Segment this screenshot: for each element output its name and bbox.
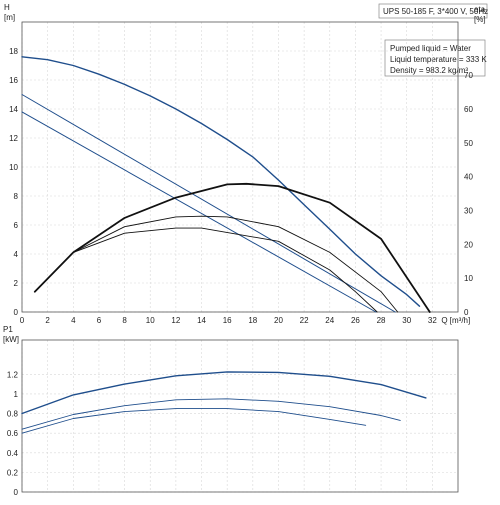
curve-series-6: [34, 227, 378, 313]
head-efficiency-panel: 0 2 4 6 8 10 12 14 16 18 20 22 24 26 28 30 3202468101214…: [4, 3, 486, 325]
pump-model-title: UPS 50-185 F, 3*400 V, 50Hz: [383, 7, 488, 16]
info-pumped-liquid: Pumped liquid = Water: [390, 44, 471, 53]
y-tick-label: 6: [14, 221, 19, 230]
curve-series-3: [21, 111, 377, 313]
x-tick-label: 32: [428, 316, 437, 325]
y2-tick-label: 20: [464, 240, 473, 249]
y-tick-label: 0.6: [7, 429, 19, 438]
x-tick-label: 16: [223, 316, 232, 325]
y-axis-label: [m]: [4, 13, 15, 22]
info-liquid-temperature: Liquid temperature = 333 K: [390, 55, 487, 64]
x-tick-label: 20: [274, 316, 283, 325]
y2-tick-label: 30: [464, 206, 473, 215]
y-axis-label: P1: [3, 325, 13, 334]
y-tick-label: 0.4: [7, 449, 19, 458]
y2-tick-label: 70: [464, 71, 473, 80]
power-series-3: [21, 408, 367, 434]
y-axis-label: H: [4, 3, 10, 12]
power-series-2: [21, 398, 401, 430]
plot-frame: [21, 21, 459, 313]
plot-frame: [21, 339, 459, 493]
x-tick-label: 10: [146, 316, 155, 325]
power-panel: 0 0.2 0.4 0.6 0.8 1 1.2 P1[kW]: [3, 325, 459, 497]
curve-series-1: [21, 56, 421, 307]
x-tick-label: 28: [377, 316, 386, 325]
x-tick-label: 6: [97, 316, 102, 325]
x-tick-label: 30: [402, 316, 411, 325]
y2-tick-label: 40: [464, 173, 473, 182]
x-tick-label: 8: [122, 316, 127, 325]
y2-axis-label: [%]: [474, 15, 486, 24]
x-tick-label: 2: [45, 316, 50, 325]
x-tick-label: 0: [20, 316, 25, 325]
y2-tick-label: 60: [464, 105, 473, 114]
y-tick-label: 18: [9, 47, 18, 56]
y2-tick-label: 0: [464, 308, 469, 317]
header-panel: UPS 50-185 F, 3*400 V, 50Hz Pumped liqui…: [378, 3, 488, 77]
x-tick-label: 4: [71, 316, 76, 325]
y-tick-label: 0: [14, 308, 19, 317]
x-tick-label: 24: [325, 316, 334, 325]
y-tick-label: 16: [9, 76, 18, 85]
power-series-1: [21, 371, 427, 415]
y-tick-label: 14: [9, 105, 18, 114]
curve-series-2: [21, 94, 396, 313]
y-tick-label: 1: [14, 390, 19, 399]
curve-series-4: [33, 182, 431, 313]
info-density: Density = 983.2 kg/m³: [390, 66, 468, 75]
curve-series-5: [34, 215, 399, 313]
y-tick-label: 4: [14, 250, 19, 259]
y-axis-label: [kW]: [3, 335, 19, 344]
x-tick-label: 22: [300, 316, 309, 325]
x-axis-label: Q [m³/h]: [441, 316, 470, 325]
y-tick-label: 2: [14, 279, 19, 288]
x-tick-label: 14: [197, 316, 206, 325]
y2-axis-label: eta: [474, 5, 486, 14]
y-tick-label: 0.8: [7, 410, 19, 419]
y2-tick-label: 50: [464, 139, 473, 148]
y-tick-label: 0.2: [7, 468, 19, 477]
y-tick-label: 1.2: [7, 370, 19, 379]
y-tick-label: 10: [9, 163, 18, 172]
x-tick-label: 12: [171, 316, 180, 325]
y-tick-label: 0: [14, 488, 19, 497]
y-tick-label: 8: [14, 192, 19, 201]
y2-tick-label: 10: [464, 274, 473, 283]
y-tick-label: 12: [9, 134, 18, 143]
x-tick-label: 18: [248, 316, 257, 325]
x-tick-label: 26: [351, 316, 360, 325]
